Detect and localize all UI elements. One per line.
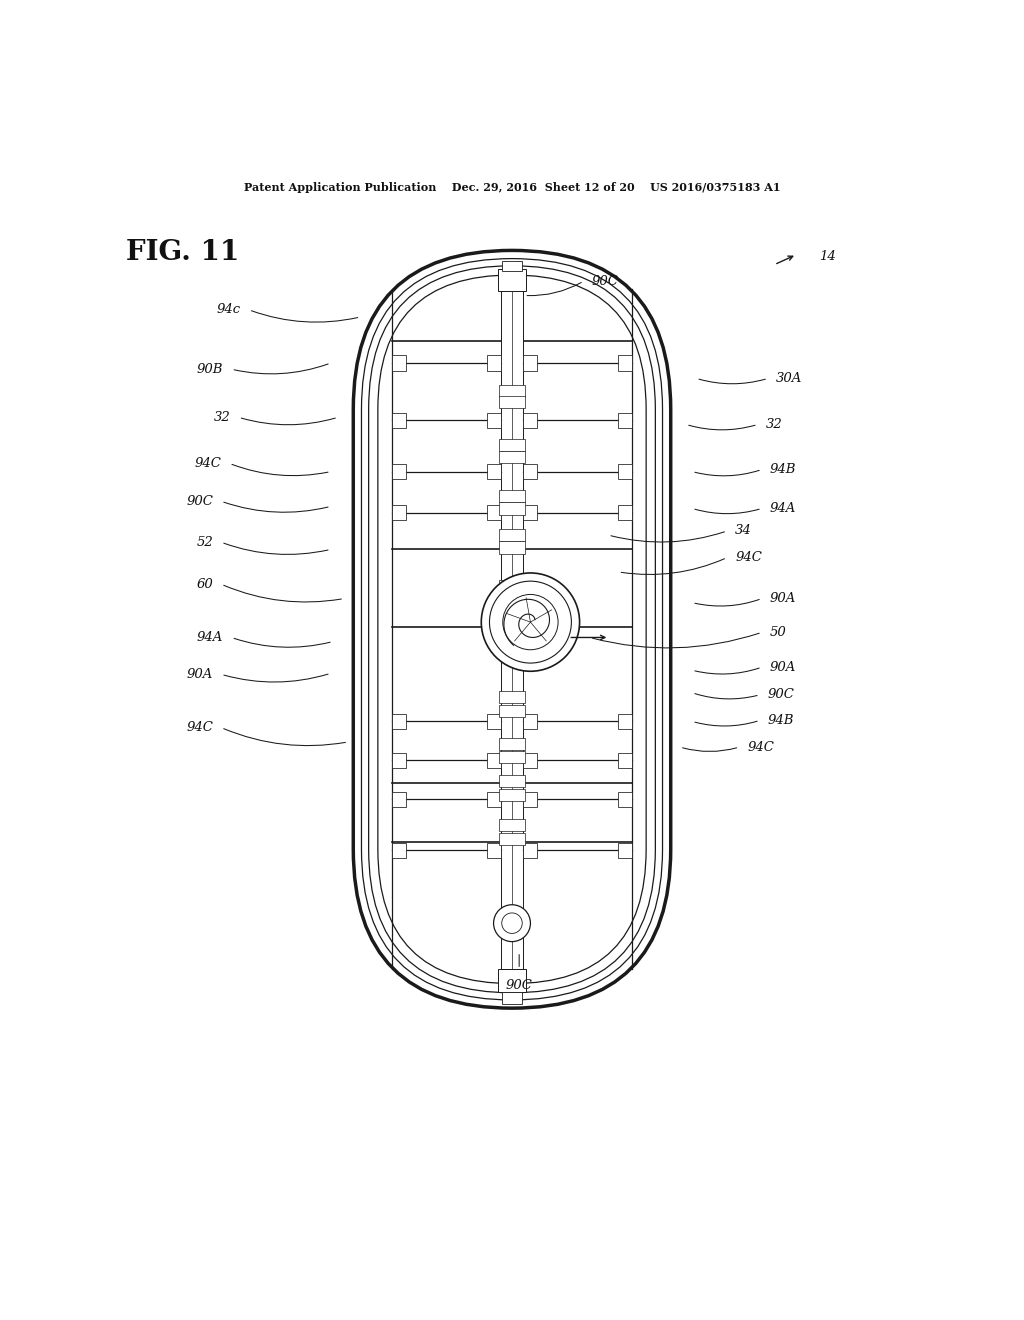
Bar (499, 775, 525, 787)
Bar (392, 463, 406, 479)
Text: 60: 60 (197, 578, 213, 591)
Bar (499, 384, 525, 397)
FancyBboxPatch shape (378, 275, 646, 983)
Bar (392, 842, 406, 858)
Bar (499, 490, 525, 503)
Bar (392, 355, 406, 371)
Bar (618, 355, 632, 371)
Bar (487, 714, 501, 729)
Bar (487, 413, 501, 428)
Text: 94B: 94B (768, 714, 795, 727)
Bar (498, 269, 526, 292)
Text: 90A: 90A (770, 661, 797, 673)
Text: 94A: 94A (197, 631, 223, 644)
Bar (499, 541, 525, 553)
Text: 90B: 90B (197, 363, 223, 376)
Bar (523, 842, 537, 858)
Bar (392, 792, 406, 807)
Bar (487, 463, 501, 479)
Bar (523, 714, 537, 729)
Bar (618, 714, 632, 729)
Text: 14: 14 (819, 249, 836, 263)
Bar (499, 833, 525, 845)
Text: 90A: 90A (186, 668, 213, 681)
Bar (392, 714, 406, 729)
Circle shape (481, 573, 580, 672)
Bar (499, 438, 525, 451)
Text: 32: 32 (214, 411, 230, 424)
Bar (618, 463, 632, 479)
Bar (487, 752, 501, 768)
Text: 90C: 90C (186, 495, 213, 508)
Text: 52: 52 (197, 536, 213, 549)
Bar (523, 792, 537, 807)
Bar (499, 451, 525, 463)
Bar (499, 789, 525, 801)
FancyBboxPatch shape (369, 265, 655, 993)
Bar (523, 413, 537, 428)
Bar (392, 752, 406, 768)
Text: 32: 32 (766, 418, 782, 430)
Circle shape (503, 594, 558, 649)
Bar (487, 504, 501, 520)
Bar (499, 738, 525, 750)
FancyBboxPatch shape (353, 251, 671, 1008)
Circle shape (494, 904, 530, 941)
Text: 94C: 94C (748, 741, 774, 754)
FancyBboxPatch shape (361, 259, 663, 1001)
Text: 50: 50 (770, 626, 786, 639)
Bar (499, 594, 525, 607)
Bar (392, 413, 406, 428)
Text: 94A: 94A (770, 502, 797, 515)
Bar (499, 690, 525, 704)
Bar (487, 792, 501, 807)
Bar (499, 529, 525, 541)
Bar (523, 504, 537, 520)
Bar (499, 579, 525, 593)
Circle shape (502, 913, 522, 933)
Bar (618, 413, 632, 428)
Bar (499, 396, 525, 408)
Text: 94C: 94C (735, 552, 762, 564)
Bar (618, 842, 632, 858)
Text: Patent Application Publication    Dec. 29, 2016  Sheet 12 of 20    US 2016/03751: Patent Application Publication Dec. 29, … (244, 182, 780, 194)
Bar (501, 289, 523, 969)
Bar (499, 503, 525, 515)
Bar (523, 355, 537, 371)
Bar (487, 842, 501, 858)
Text: 90C: 90C (592, 275, 618, 288)
Text: 34: 34 (735, 524, 752, 537)
Bar (523, 463, 537, 479)
Bar (523, 752, 537, 768)
Bar (502, 260, 522, 271)
Text: 90A: 90A (770, 593, 797, 605)
Text: 94c: 94c (216, 304, 241, 317)
Bar (487, 355, 501, 371)
Bar (618, 504, 632, 520)
Text: FIG. 11: FIG. 11 (126, 239, 240, 265)
Bar (499, 818, 525, 832)
Bar (618, 752, 632, 768)
Text: 94C: 94C (186, 721, 213, 734)
Text: 94C: 94C (195, 457, 221, 470)
Bar (499, 751, 525, 763)
Bar (502, 991, 522, 1005)
Text: 90C: 90C (768, 688, 795, 701)
Bar (499, 705, 525, 717)
Text: 94B: 94B (770, 463, 797, 477)
Bar (498, 969, 526, 991)
Bar (392, 504, 406, 520)
Text: 30A: 30A (776, 372, 803, 385)
Circle shape (489, 581, 571, 663)
Text: 90C: 90C (506, 979, 532, 993)
Bar (618, 792, 632, 807)
